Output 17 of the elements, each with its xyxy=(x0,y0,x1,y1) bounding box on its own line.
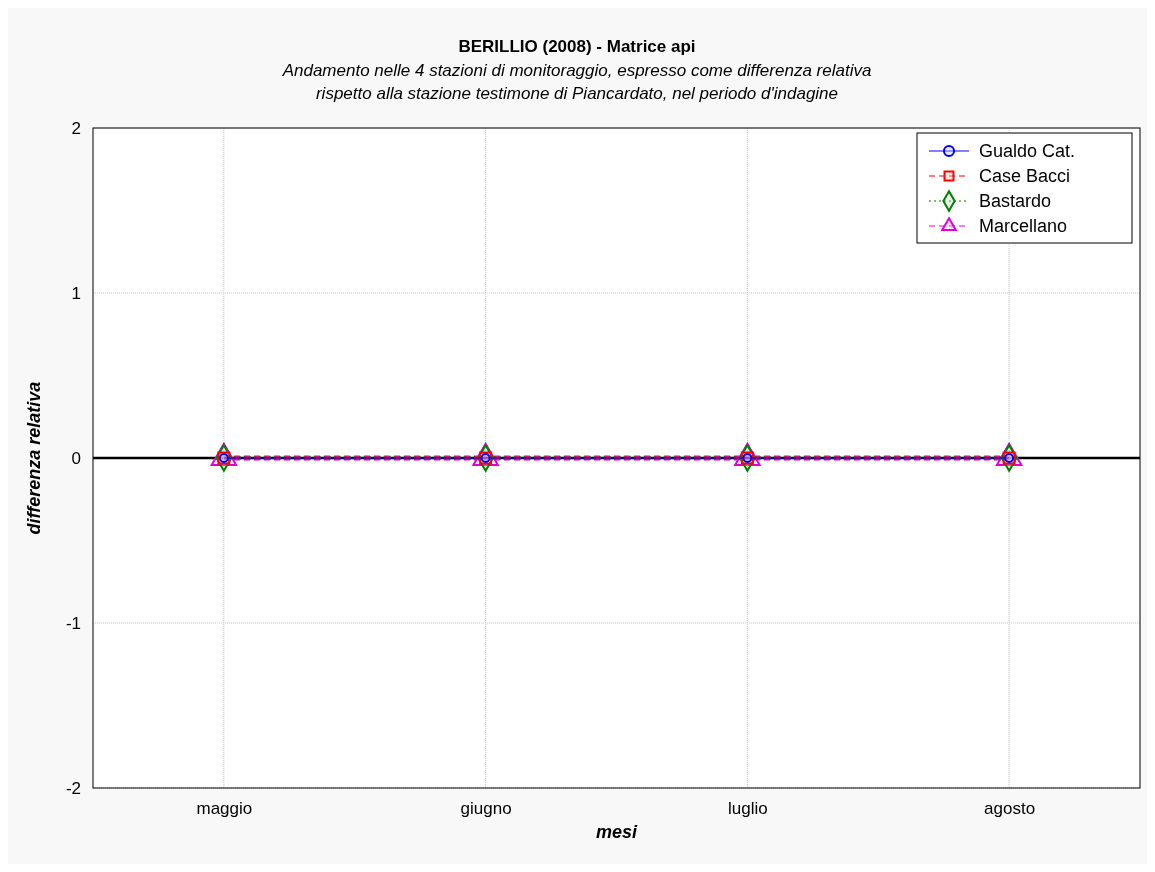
x-tick-label: agosto xyxy=(984,799,1036,819)
chart-subtitle: Andamento nelle 4 stazioni di monitoraggio, espresso come differenza relativa rispetto alla stazione testimone di Piancardato, nel periodo d'indagine xyxy=(281,61,872,103)
x-axis-title: mesi xyxy=(595,822,639,842)
legend-label: Gualdo Cat. xyxy=(979,141,1076,161)
x-tick-label: luglio xyxy=(728,799,768,819)
y-tick-label: -1 xyxy=(65,613,81,633)
legend-label: Bastardo xyxy=(979,191,1052,211)
y-tick-label: 1 xyxy=(71,283,81,303)
y-tick-label: 2 xyxy=(71,118,81,138)
x-tick-label: giugno xyxy=(460,799,512,819)
y-tick-label: -2 xyxy=(65,778,81,798)
legend-label: Marcellano xyxy=(979,216,1068,236)
x-tick-label: maggio xyxy=(196,799,253,819)
y-tick-label: 0 xyxy=(71,448,81,468)
y-axis-title: differenza relativa xyxy=(24,381,44,535)
chart-title: BERILLIO (2008) - Matrice api xyxy=(458,37,696,56)
legend-label: Case Bacci xyxy=(979,166,1071,186)
